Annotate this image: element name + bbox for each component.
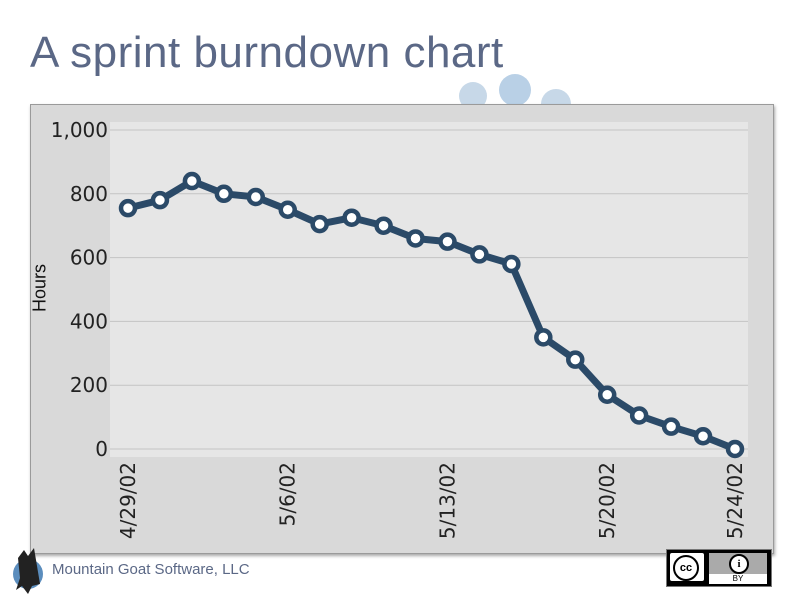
plot-area: [110, 122, 748, 457]
data-point: [118, 198, 138, 218]
data-point: [406, 229, 425, 248]
data-point: [278, 200, 297, 219]
data-point: [342, 208, 361, 227]
data-point: [182, 171, 202, 191]
x-tick-label: 4/29/02: [116, 462, 140, 539]
y-axis-label: Hours: [29, 263, 50, 313]
data-point: [534, 328, 553, 347]
person-icon: i: [729, 554, 749, 574]
data-point: [150, 190, 170, 210]
data-point: [597, 385, 617, 405]
data-point: [629, 406, 649, 425]
data-point: [566, 350, 585, 369]
y-tick-label: 1,000: [51, 118, 108, 142]
data-point: [725, 439, 745, 459]
data-point: [661, 417, 681, 436]
cc-icon: cc: [670, 553, 704, 581]
y-tick-label: 0: [95, 437, 108, 461]
data-point: [214, 184, 234, 204]
footer-company: Mountain Goat Software, LLC: [52, 561, 250, 578]
data-point: [470, 245, 489, 264]
data-point: [374, 216, 393, 235]
y-tick-label: 800: [70, 182, 108, 206]
cc-license-badge[interactable]: cc i BY: [666, 549, 772, 587]
x-tick-label: 5/13/02: [435, 462, 459, 539]
data-point: [310, 214, 329, 234]
cc-mark: cc: [673, 555, 699, 581]
decorative-dot: [459, 82, 487, 110]
data-point: [246, 187, 266, 207]
y-tick-label: 400: [70, 309, 108, 333]
data-point: [438, 232, 457, 251]
decorative-dot: [499, 74, 531, 106]
y-tick-label: 200: [70, 373, 108, 397]
x-tick-label: 5/6/02: [276, 462, 300, 526]
slide-title: A sprint burndown chart: [30, 28, 504, 77]
data-point: [693, 426, 713, 446]
goat-logo-icon: [13, 548, 43, 594]
x-tick-label: 5/24/02: [723, 462, 747, 539]
by-label: BY: [709, 574, 767, 584]
x-tick-label: 5/20/02: [595, 462, 619, 539]
data-point: [502, 254, 521, 274]
burndown-chart: 0 200 400 600 800 1,000 4/29/02 5/6/02 5/13/02 5/…: [51, 118, 748, 539]
y-tick-label: 600: [70, 246, 108, 270]
